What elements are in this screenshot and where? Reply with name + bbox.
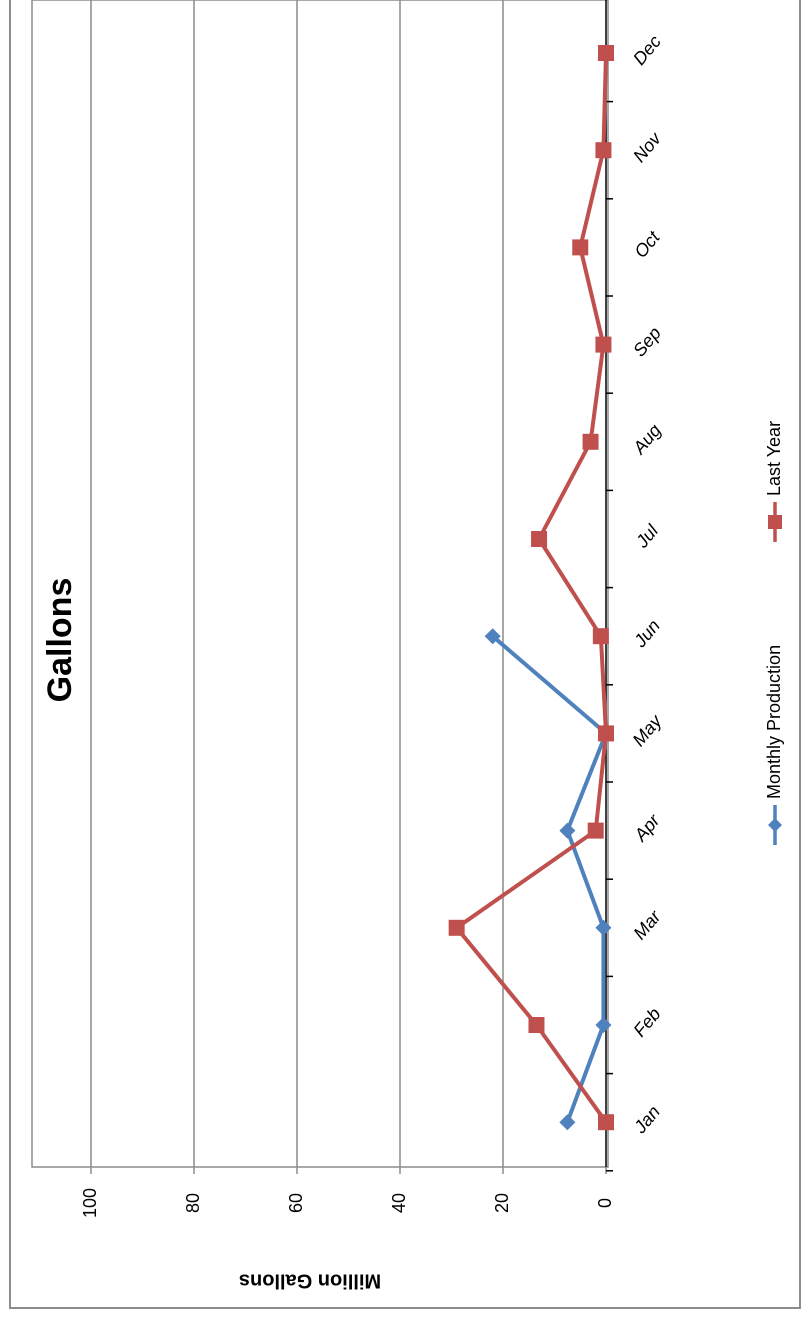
value-tick-label: 20	[492, 1193, 512, 1213]
value-tick-label: 80	[183, 1193, 203, 1213]
data-point	[559, 822, 576, 839]
data-point	[528, 1017, 545, 1033]
data-point	[598, 725, 614, 742]
value-tick-label: 40	[389, 1193, 409, 1213]
data-point	[598, 45, 614, 61]
value-tick-label: 0	[595, 1198, 615, 1208]
data-point	[448, 919, 465, 936]
legend-label: Monthly Production	[764, 645, 784, 799]
value-tick-label: 100	[80, 1188, 100, 1218]
data-point	[587, 822, 604, 839]
legend-layer: Monthly Production Last Year	[764, 421, 784, 845]
data-point	[592, 628, 609, 645]
series-last-year	[448, 45, 614, 1131]
legend-item: Last Year	[764, 421, 784, 542]
data-point	[595, 142, 612, 159]
data-point	[595, 1017, 612, 1033]
series-monthly-production	[484, 628, 614, 1131]
series-line	[491, 634, 608, 1123]
series-layer	[448, 45, 614, 1131]
legend-marker	[768, 818, 782, 832]
series-line	[454, 52, 608, 1124]
data-point	[559, 1114, 576, 1131]
data-point	[582, 433, 599, 450]
data-point	[598, 1114, 614, 1131]
data-point	[572, 239, 589, 256]
data-point	[531, 531, 548, 547]
y-axis-label: Million Gallons	[239, 1270, 381, 1292]
plot-area	[31, 0, 609, 1168]
data-point	[595, 919, 612, 936]
data-point	[484, 628, 501, 645]
value-tick-label: 60	[286, 1193, 306, 1213]
grid-layer	[90, 0, 504, 1167]
legend-label: Last Year	[764, 421, 784, 496]
data-point	[595, 336, 612, 353]
legend-item: Monthly Production	[764, 645, 784, 845]
axis-layer	[90, 0, 613, 1174]
chart-title: Gallons	[41, 578, 79, 703]
legend-marker	[768, 515, 782, 529]
